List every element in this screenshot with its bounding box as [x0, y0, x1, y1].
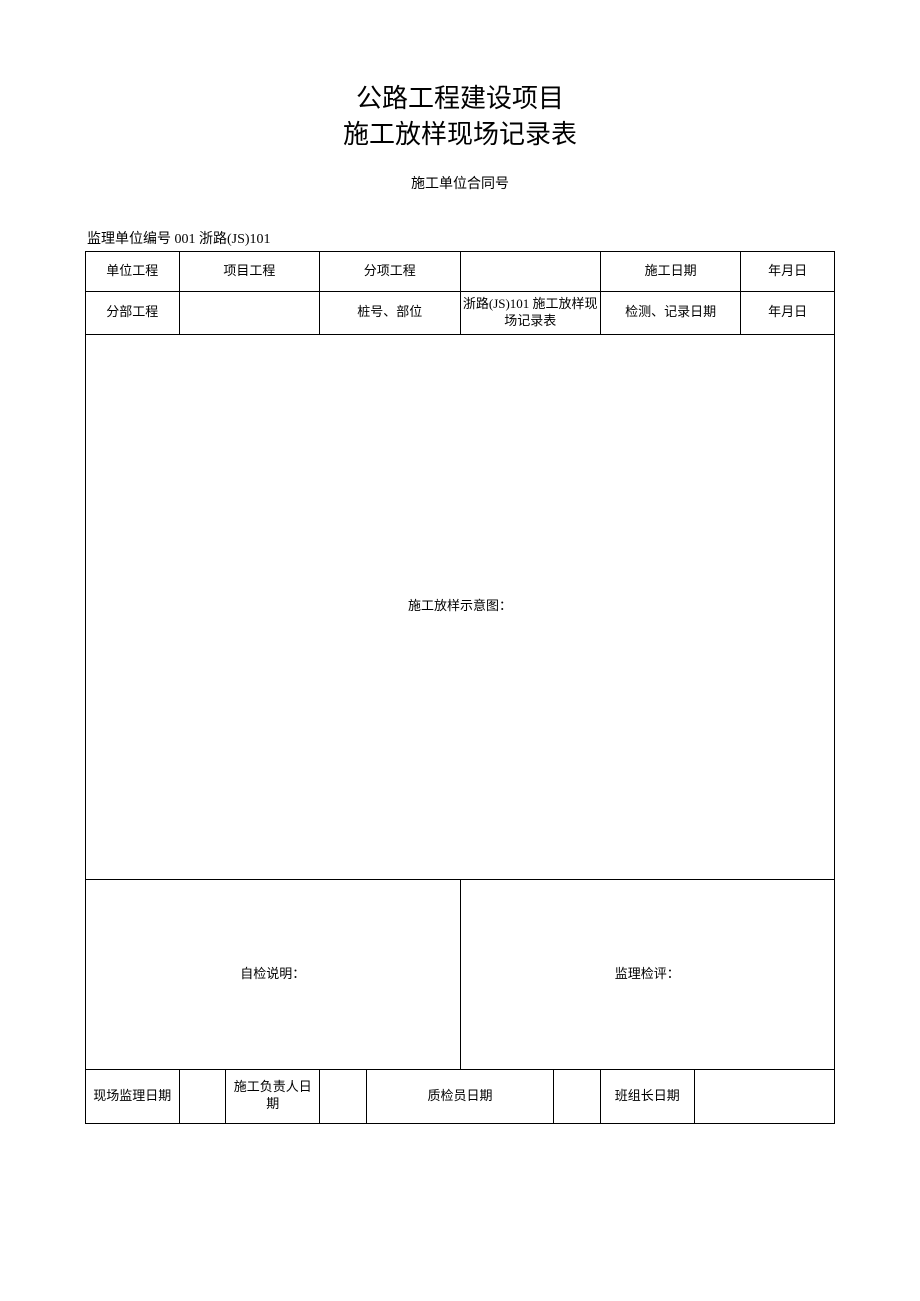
header-row-2: 分部工程 桩号、部位 浙路(JS)101 施工放样现场记录表 检测、记录日期 年…: [86, 291, 835, 334]
site-supervisor-label: 现场监理日期: [86, 1069, 180, 1123]
unit-project-label: 单位工程: [86, 251, 180, 291]
form-table: 单位工程 项目工程 分项工程 施工日期 年月日 分部工程 桩号、部位 浙路(JS…: [85, 251, 835, 1124]
team-lead-label: 班组长日期: [600, 1069, 694, 1123]
pile-value: 浙路(JS)101 施工放样现场记录表: [460, 291, 600, 334]
supervisor-review-cell: 监理检评：: [460, 879, 835, 1069]
inspect-date-label: 检测、记录日期: [600, 291, 740, 334]
construction-date-value: 年月日: [741, 251, 835, 291]
construction-lead-value: [320, 1069, 367, 1123]
sub-project-value: [179, 291, 319, 334]
diagram-cell: 施工放样示意图：: [86, 334, 835, 879]
title-line-1: 公路工程建设项目: [85, 80, 835, 116]
item-project-label: 项目工程: [179, 251, 319, 291]
title-line-2: 施工放样现场记录表: [85, 116, 835, 152]
header-row-1: 单位工程 项目工程 分项工程 施工日期 年月日: [86, 251, 835, 291]
qc-value: [554, 1069, 601, 1123]
review-row: 自检说明： 监理检评：: [86, 879, 835, 1069]
supervisor-line: 监理单位编号 001 浙路(JS)101: [85, 228, 835, 248]
sub-project-label: 分部工程: [86, 291, 180, 334]
site-supervisor-value: [179, 1069, 226, 1123]
qc-label: 质检员日期: [366, 1069, 553, 1123]
title-block: 公路工程建设项目 施工放样现场记录表: [85, 80, 835, 153]
diagram-row: 施工放样示意图：: [86, 334, 835, 879]
signature-row: 现场监理日期 施工负责人日期 质检员日期 班组长日期: [86, 1069, 835, 1123]
team-lead-value: [694, 1069, 834, 1123]
sub-item-label: 分项工程: [320, 251, 460, 291]
self-check-cell: 自检说明：: [86, 879, 461, 1069]
inspect-date-value: 年月日: [741, 291, 835, 334]
contract-line: 施工单位合同号: [85, 173, 835, 193]
sub-item-value: [460, 251, 600, 291]
construction-lead-label: 施工负责人日期: [226, 1069, 320, 1123]
pile-label: 桩号、部位: [320, 291, 460, 334]
construction-date-label: 施工日期: [600, 251, 740, 291]
